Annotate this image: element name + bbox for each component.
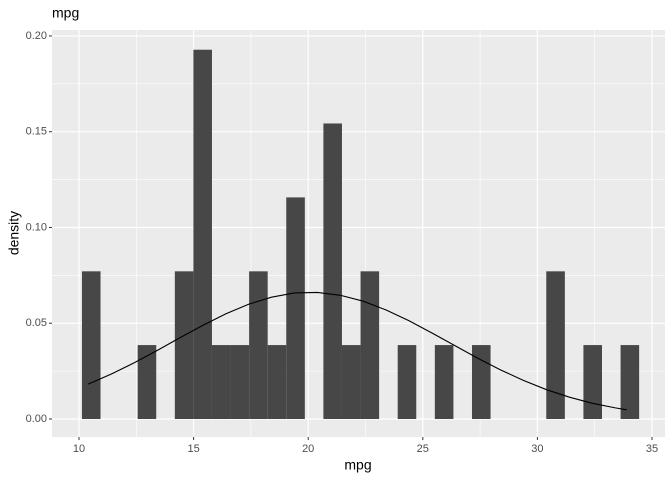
bar [249, 271, 268, 419]
x-tick-label: 10 [73, 443, 85, 455]
bar [211, 345, 231, 419]
bar [620, 345, 640, 419]
bar [137, 345, 157, 419]
bar [81, 271, 101, 419]
x-tick-label: 35 [646, 443, 658, 455]
chart-title: mpg [52, 5, 79, 21]
density-curve [87, 291, 627, 411]
bar [174, 271, 194, 419]
x-tick-label: 15 [187, 443, 199, 455]
bar [323, 123, 342, 419]
x-tick-label: 20 [302, 443, 314, 455]
x-tick-label: 25 [417, 443, 429, 455]
y-tick-label: 0.00 [26, 413, 47, 425]
bar [397, 345, 417, 419]
y-axis-label: density [6, 211, 22, 255]
marks [81, 49, 640, 419]
bar [583, 345, 602, 419]
bar [546, 271, 565, 419]
bar [286, 197, 305, 419]
bar [360, 271, 380, 419]
y-tick-label: 0.15 [26, 126, 47, 138]
bar [230, 345, 250, 419]
y-tick-label: 0.05 [26, 317, 47, 329]
bar [193, 49, 212, 419]
x-axis-label: mpg [344, 457, 371, 473]
x-tick-label: 30 [531, 443, 543, 455]
y-tick-label: 0.20 [26, 30, 47, 42]
bar [471, 345, 491, 419]
bar [341, 345, 361, 419]
bar [434, 345, 454, 419]
y-tick-label: 0.10 [26, 221, 47, 233]
bar [267, 345, 287, 419]
